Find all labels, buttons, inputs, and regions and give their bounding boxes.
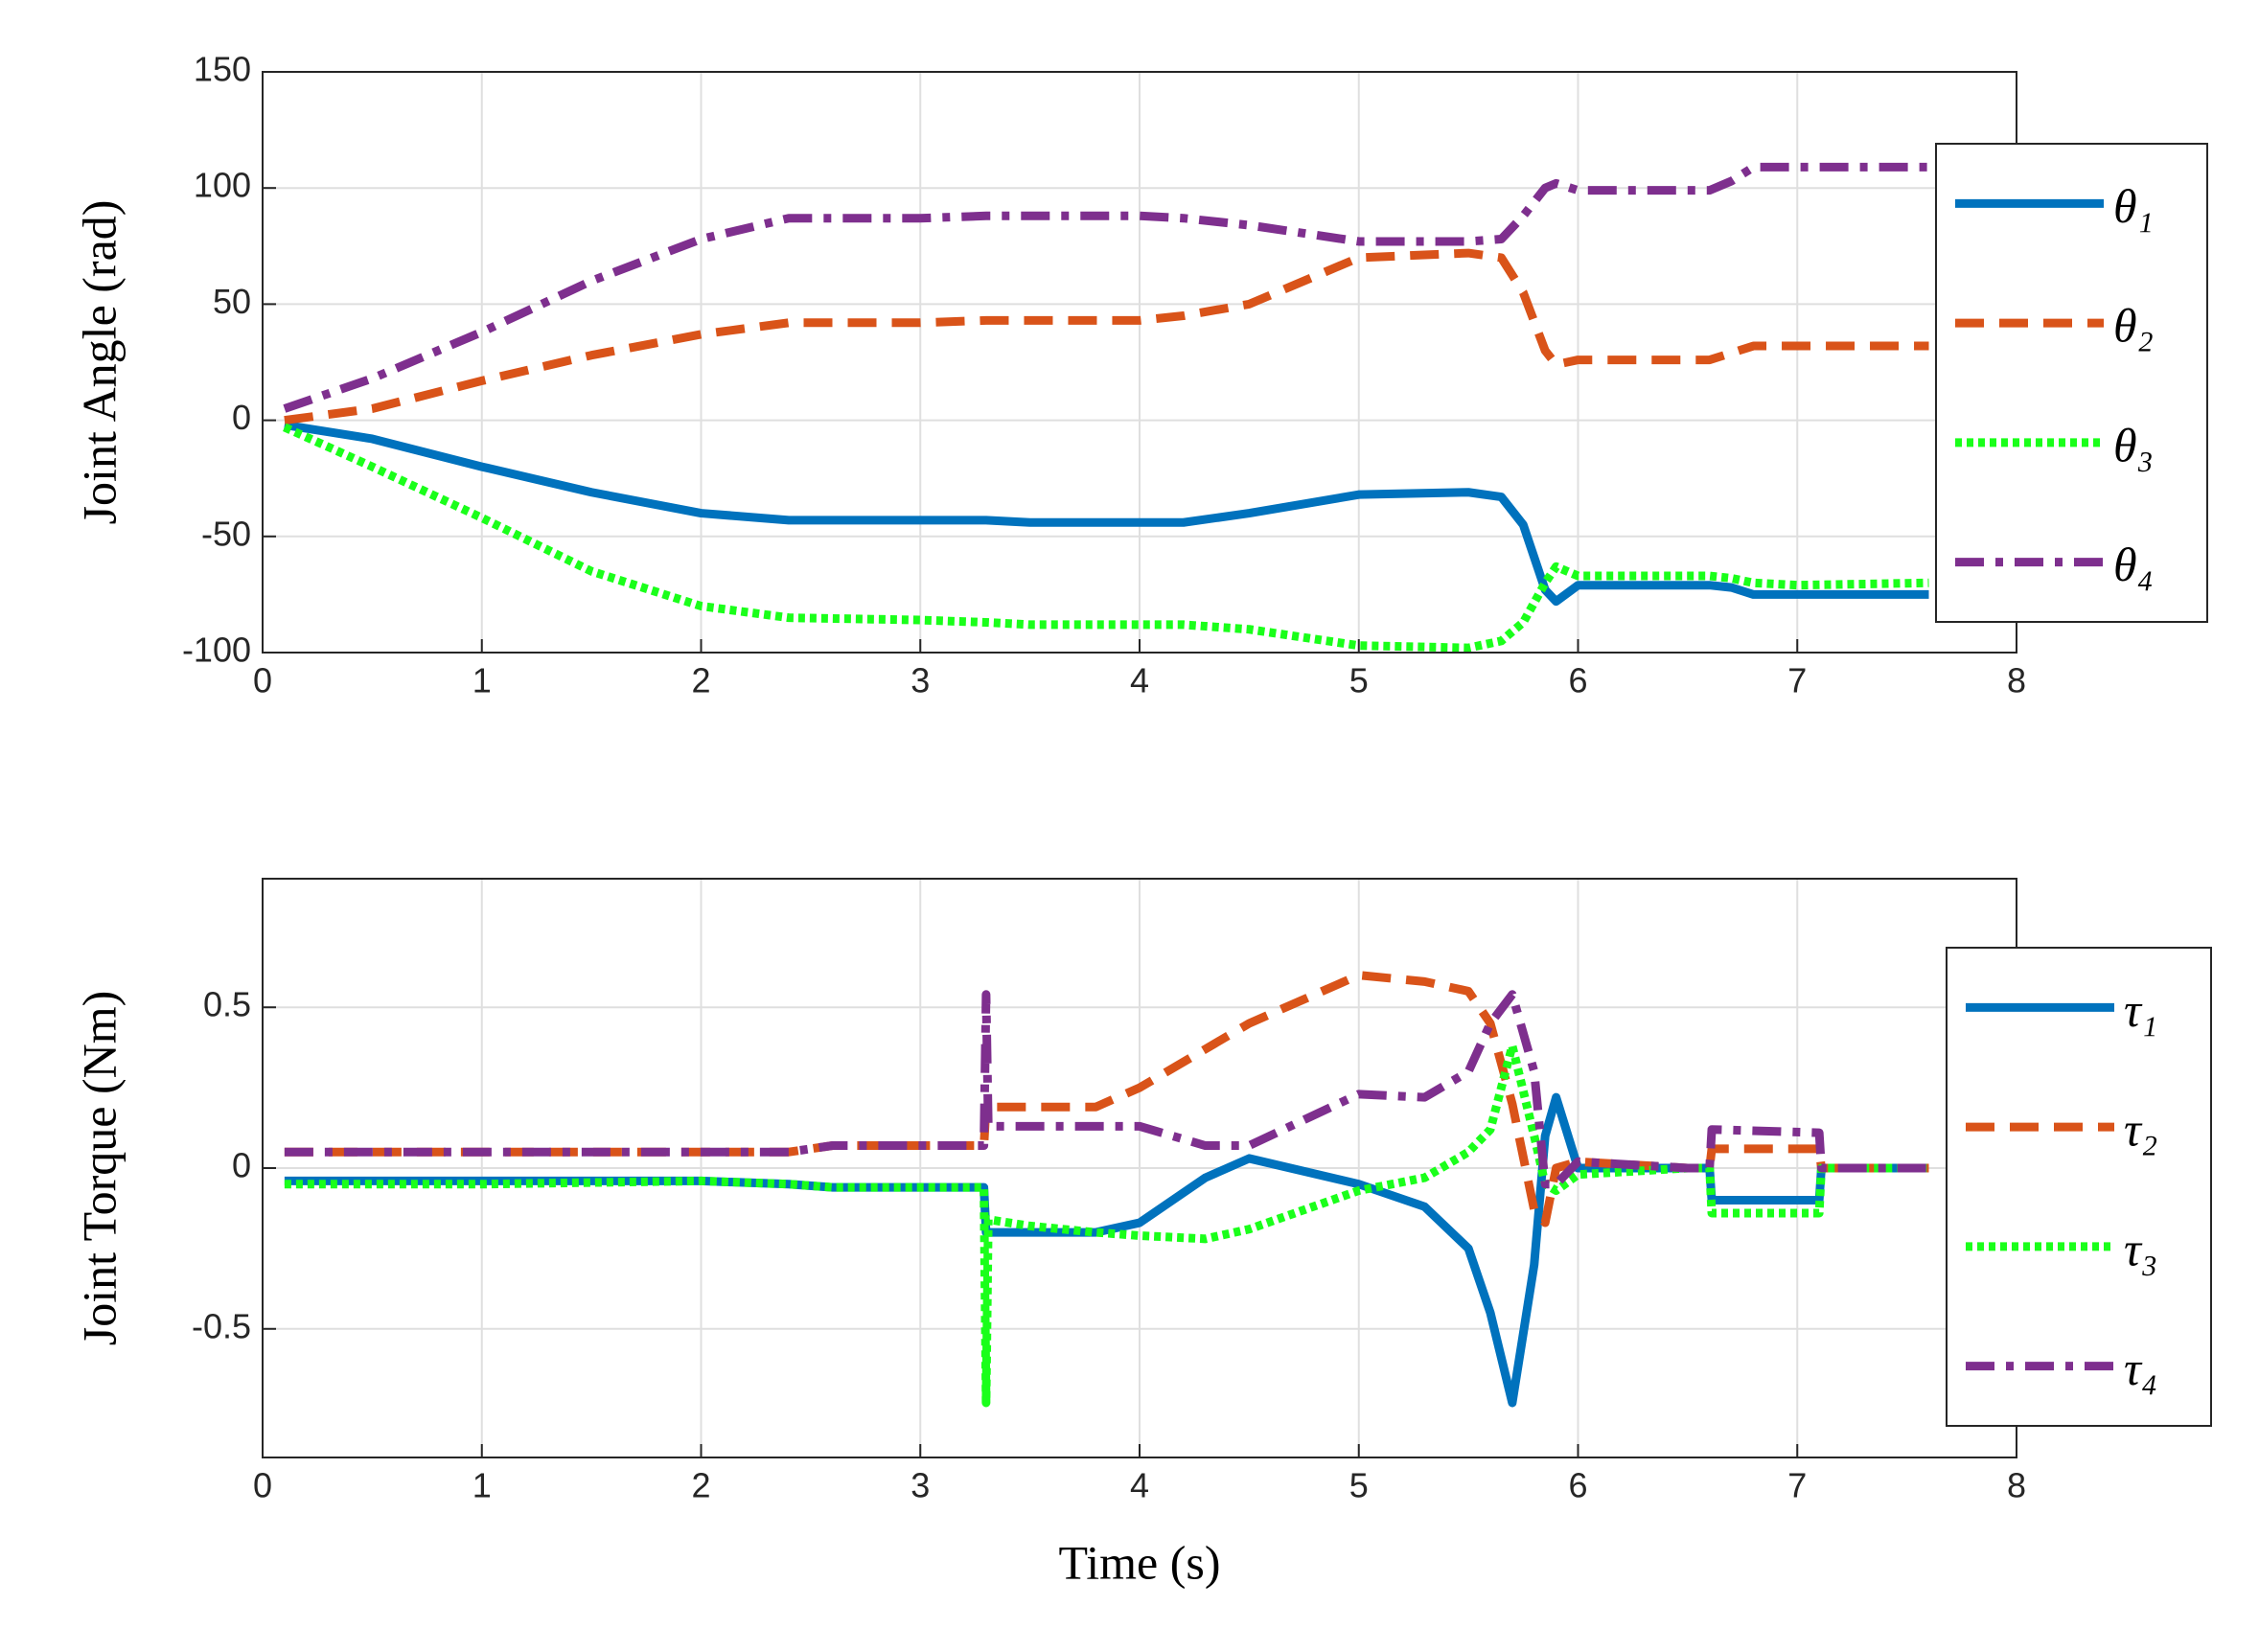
legend-label: τ₁ bbox=[2124, 983, 2157, 1037]
y-tick-label: 0 bbox=[232, 1146, 251, 1185]
x-tick-label: 2 bbox=[691, 661, 710, 700]
x-tick-label: 3 bbox=[911, 1466, 930, 1505]
legend-label: τ₃ bbox=[2124, 1222, 2157, 1275]
legend-label: τ₂ bbox=[2124, 1103, 2157, 1157]
y-tick-label: -0.5 bbox=[192, 1306, 251, 1345]
y-tick-label: 0.5 bbox=[203, 985, 251, 1024]
x-tick-label: 4 bbox=[1130, 1466, 1149, 1505]
x-tick-label: 5 bbox=[1349, 1466, 1369, 1505]
series-line bbox=[283, 162, 1929, 413]
series-line bbox=[284, 990, 1929, 1189]
x-tick-label: 7 bbox=[1787, 1466, 1807, 1505]
x-tick-label: 6 bbox=[1568, 661, 1587, 700]
x-tick-label: 0 bbox=[253, 1466, 272, 1505]
y-tick-label: -50 bbox=[201, 514, 251, 553]
legend-label: τ₄ bbox=[2124, 1342, 2157, 1395]
y-tick-label: 0 bbox=[232, 398, 251, 437]
series-line bbox=[283, 423, 1929, 653]
legend-label: θ₄ bbox=[2113, 538, 2154, 591]
x-tick-label: 5 bbox=[1349, 661, 1369, 700]
legend-label: θ₃ bbox=[2113, 418, 2154, 471]
y-axis-label: Joint Angle (rad) bbox=[72, 200, 126, 525]
x-tick-label: 1 bbox=[473, 1466, 492, 1505]
series-line bbox=[284, 248, 1929, 425]
y-tick-label: 50 bbox=[213, 282, 251, 321]
x-tick-label: 6 bbox=[1568, 1466, 1587, 1505]
x-axis-label: Time (s) bbox=[1058, 1535, 1220, 1589]
legend-box bbox=[1935, 143, 2208, 623]
x-tick-label: 8 bbox=[2007, 1466, 2026, 1505]
x-tick-label: 4 bbox=[1130, 661, 1149, 700]
y-axis-label: Joint Torque (Nm) bbox=[72, 991, 126, 1346]
legend-box bbox=[1946, 947, 2212, 1427]
x-tick-label: 7 bbox=[1787, 661, 1807, 700]
legend-label: θ₁ bbox=[2113, 179, 2154, 233]
legend-label: θ₂ bbox=[2113, 299, 2154, 353]
x-tick-label: 2 bbox=[691, 1466, 710, 1505]
x-tick-label: 3 bbox=[911, 661, 930, 700]
y-tick-label: 150 bbox=[194, 50, 251, 89]
x-tick-label: 8 bbox=[2007, 661, 2026, 700]
y-tick-label: 100 bbox=[194, 166, 251, 205]
y-tick-label: -100 bbox=[182, 631, 251, 670]
x-tick-label: 1 bbox=[473, 661, 492, 700]
x-tick-label: 0 bbox=[253, 661, 272, 700]
series-line bbox=[284, 421, 1929, 607]
